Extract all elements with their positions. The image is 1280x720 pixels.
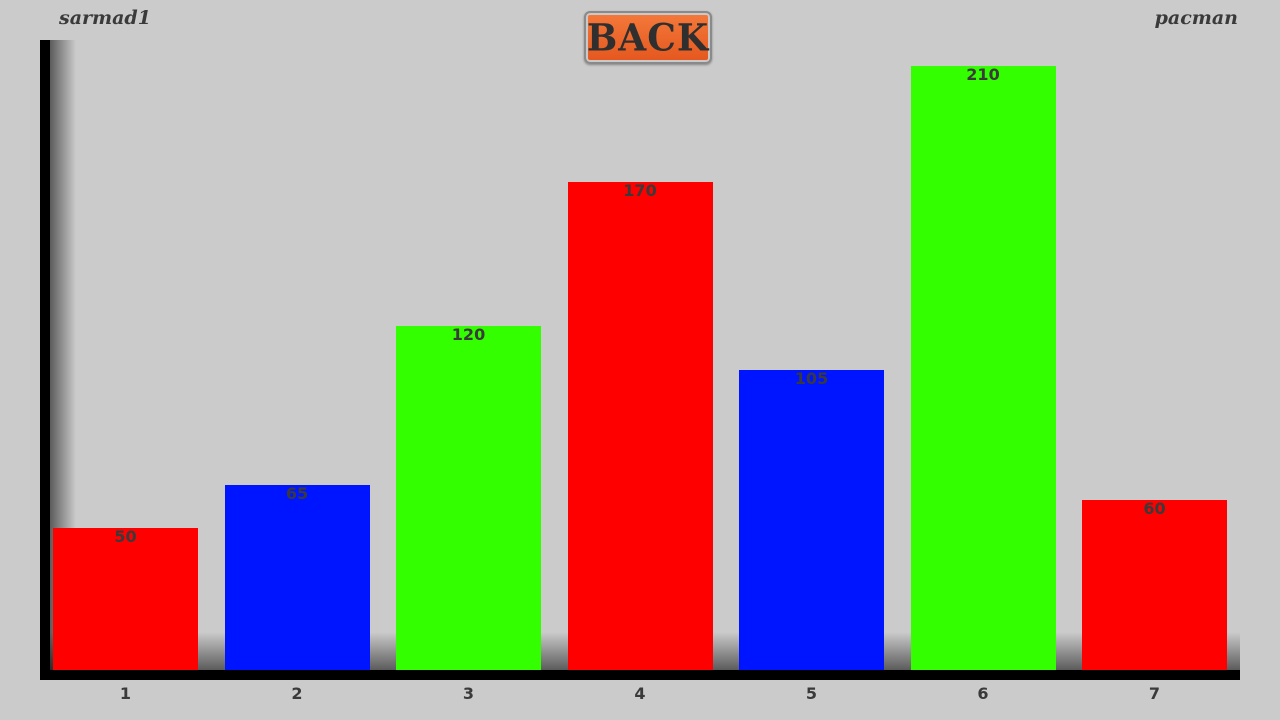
bar-2: 65 xyxy=(224,484,370,673)
x-tick-label: 4 xyxy=(634,684,646,703)
bar-1: 50 xyxy=(53,528,198,673)
y-axis xyxy=(40,40,50,680)
x-tick-label: 2 xyxy=(291,684,303,703)
x-tick-label: 1 xyxy=(119,684,132,703)
left-username: sarmad1 xyxy=(59,7,151,29)
bar-6: 210 xyxy=(910,65,1056,673)
back-button[interactable]: BACK xyxy=(584,11,712,64)
x-axis xyxy=(40,670,1240,680)
x-tick-label: 5 xyxy=(805,684,818,703)
right-username: pacman xyxy=(1154,7,1238,29)
bar-value-label: 50 xyxy=(114,527,137,547)
bar-value-label: 60 xyxy=(1143,498,1166,518)
bar-value-label: 120 xyxy=(451,325,486,345)
bar-value-label: 65 xyxy=(285,484,309,504)
bar-value-label: 105 xyxy=(794,368,829,388)
x-tick-label: 7 xyxy=(1148,684,1161,703)
bar-value-label: 170 xyxy=(623,180,657,200)
bar-value-label: 210 xyxy=(966,65,1000,84)
x-tick-label: 3 xyxy=(462,684,475,703)
back-button-label: BACK xyxy=(586,15,710,60)
bar-7: 60 xyxy=(1082,498,1227,673)
bar-4: 170 xyxy=(567,180,713,673)
bar-3: 120 xyxy=(396,326,541,673)
x-tick-label: 6 xyxy=(977,684,989,703)
bar-5: 105 xyxy=(739,368,884,673)
